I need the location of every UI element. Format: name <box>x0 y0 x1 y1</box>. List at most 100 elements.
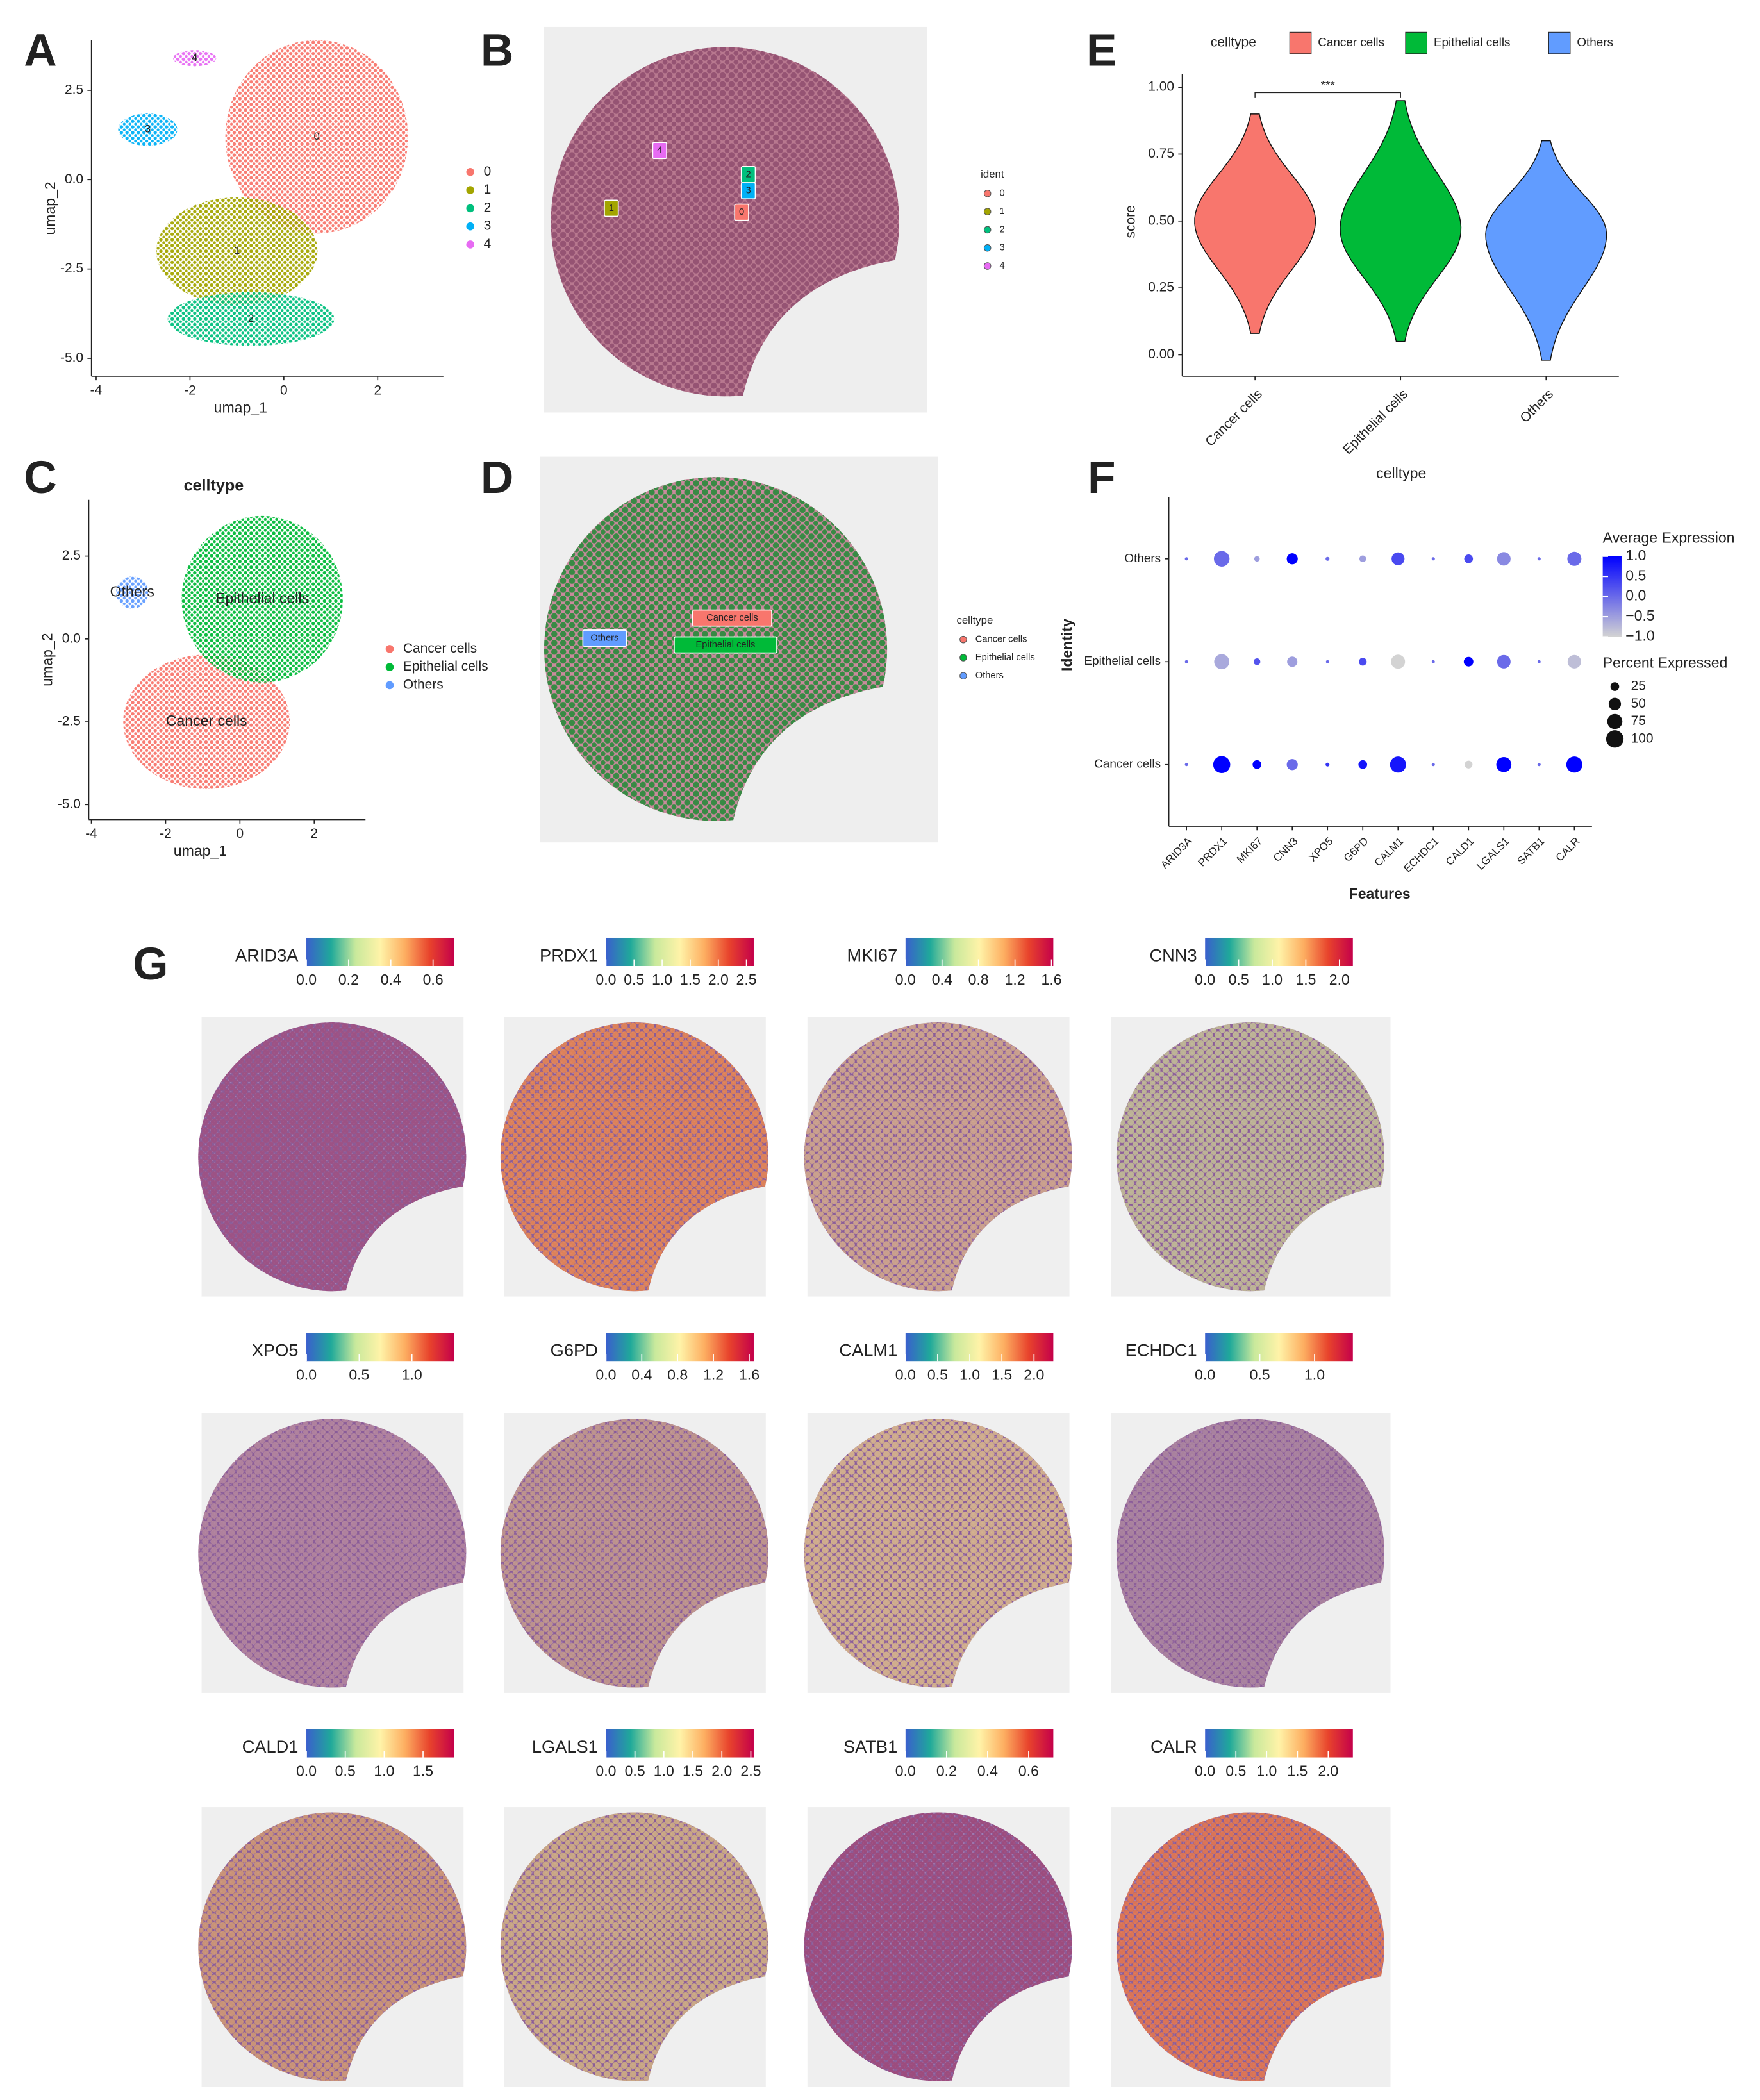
legend-swatch <box>983 190 992 197</box>
size-tick-label: 25 <box>1631 679 1646 694</box>
color-tick-label: 0.4 <box>381 971 401 988</box>
size-tick-label: 100 <box>1631 731 1654 746</box>
size-tick-label: 75 <box>1631 713 1646 728</box>
color-tick-label: 0.0 <box>1195 1366 1215 1383</box>
panel-letter: E <box>1086 25 1117 76</box>
cluster-label: Cancer cells <box>166 712 247 729</box>
color-tick-label: 0.8 <box>968 971 989 988</box>
size-key <box>1607 713 1623 729</box>
legend-swatch <box>983 262 992 270</box>
chart-title: celltype <box>184 476 244 494</box>
legend-label: 0 <box>1000 188 1005 199</box>
y-axis-label: umap_2 <box>39 633 56 686</box>
color-tick-label: 2.5 <box>740 1763 761 1779</box>
color-tick-label: 1.2 <box>1005 971 1025 988</box>
legend-label: 2 <box>484 200 492 215</box>
color-tick-label: 0.4 <box>631 1366 652 1383</box>
legend-swatch <box>466 222 475 231</box>
color-tick-label: 0.5 <box>335 1763 356 1779</box>
y-axis-label: umap_2 <box>42 181 58 235</box>
x-axis-label: umap_1 <box>174 842 227 859</box>
region-label-box <box>740 182 756 200</box>
violin <box>1340 100 1462 342</box>
legend-label: Cancer cells <box>403 641 477 656</box>
color-tick-label: 0.5 <box>1625 567 1646 583</box>
legend-swatch <box>466 167 475 176</box>
color-tick-label: 0.5 <box>1229 971 1249 988</box>
color-tick-label: 1.0 <box>1256 1763 1277 1779</box>
gene-name: ARID3A <box>235 946 299 965</box>
size-key <box>1610 682 1620 691</box>
dot <box>1325 762 1330 767</box>
dot <box>1359 658 1367 666</box>
color-bar <box>1205 937 1353 967</box>
gene-name: G6PD <box>551 1340 598 1360</box>
dot <box>1254 556 1260 562</box>
dot <box>1325 660 1329 663</box>
panel-letter: C <box>24 452 56 503</box>
dot <box>1567 654 1581 669</box>
dot <box>1537 557 1541 561</box>
dot <box>1184 557 1188 561</box>
dot <box>1463 656 1474 667</box>
region-label: 4 <box>657 146 662 156</box>
size-key <box>1608 697 1622 710</box>
tissue-spots <box>804 1022 1072 1292</box>
panel-letter: B <box>481 25 513 76</box>
color-tick-label: 0.0 <box>296 1763 317 1779</box>
y-tick-label: 0.0 <box>62 631 81 646</box>
color-bar <box>905 1333 1054 1362</box>
tissue-spots <box>1116 1419 1384 1688</box>
x-tick-label: G6PD <box>1341 835 1371 865</box>
color-tick-label: 1.0 <box>1262 971 1283 988</box>
violin <box>1485 140 1607 361</box>
x-tick-label: -2 <box>184 383 196 397</box>
tissue-spots <box>500 1419 768 1688</box>
legend-label: 3 <box>1000 243 1005 253</box>
region-label-box <box>734 203 749 221</box>
gene-name: ECHDC1 <box>1125 1340 1197 1360</box>
legend-label: 1 <box>1000 206 1005 217</box>
y-tick-label: 0.75 <box>1148 146 1174 161</box>
y-tick-label: Cancer cells <box>1094 757 1161 771</box>
tissue-spots <box>500 1022 768 1292</box>
gene-name: SATB1 <box>843 1737 897 1756</box>
color-tick-label: 1.0 <box>402 1366 422 1383</box>
legend-swatch <box>1289 31 1312 54</box>
color-tick-label: 0.4 <box>932 971 952 988</box>
dot <box>1184 763 1188 767</box>
x-tick-label: CNN3 <box>1271 835 1300 865</box>
y-axis-label: score <box>1123 205 1138 238</box>
x-axis-label: umap_1 <box>214 399 267 415</box>
legend-title: celltype <box>1211 35 1256 50</box>
x-tick-label: Others <box>1517 387 1556 426</box>
legend-swatch <box>1548 31 1571 54</box>
y-tick-label: 0.0 <box>65 172 83 187</box>
x-tick-label: Epithelial cells <box>1340 387 1411 457</box>
dot <box>1537 660 1541 663</box>
color-tick-label: 0.5 <box>927 1366 948 1383</box>
gene-name: CNN3 <box>1149 946 1197 965</box>
panel-letter: G <box>133 938 168 990</box>
color-bar <box>306 1729 454 1758</box>
region-label: 2 <box>746 169 751 179</box>
x-tick-label: -2 <box>160 826 172 841</box>
color-tick-label: 0.8 <box>667 1366 688 1383</box>
cluster <box>116 576 149 609</box>
color-tick-label: 0.0 <box>296 1366 317 1383</box>
x-tick-label: SATB1 <box>1515 835 1547 867</box>
dot <box>1566 756 1582 773</box>
size-key <box>1606 730 1624 748</box>
dot <box>1431 763 1435 767</box>
dot <box>1325 556 1330 561</box>
y-tick-label: 0.00 <box>1148 347 1174 362</box>
color-tick-label: 1.0 <box>654 1763 674 1779</box>
color-tick-label: 0.2 <box>338 971 359 988</box>
color-tick-label: 1.5 <box>992 1366 1012 1383</box>
color-tick-label: 0.6 <box>1018 1763 1039 1779</box>
region-label: Cancer cells <box>706 613 758 623</box>
gene-name: LGALS1 <box>532 1737 598 1756</box>
dot <box>1253 658 1261 665</box>
color-tick-label: 0.6 <box>423 971 444 988</box>
dot <box>1537 763 1541 767</box>
